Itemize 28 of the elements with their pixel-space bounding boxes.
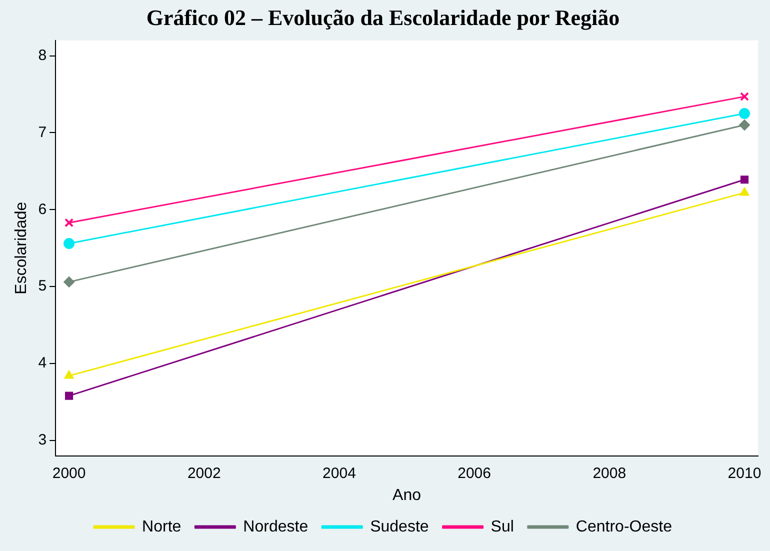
legend-label: Sul (490, 518, 514, 536)
point (65, 392, 74, 400)
x-tick-label: 2008 (592, 464, 626, 482)
point (740, 176, 749, 184)
x-tick-label: 2002 (187, 464, 221, 482)
y-tick-label: 4 (38, 354, 47, 372)
chart-title: Gráfico 02 – Evolução da Escolaridade por Região (146, 4, 620, 30)
legend-label: Sudeste (370, 518, 429, 536)
y-tick-label: 8 (38, 46, 47, 64)
point (64, 218, 74, 228)
y-axis-title: Escolaridade (13, 202, 30, 294)
y-tick-label: 7 (38, 124, 47, 141)
point (64, 238, 75, 249)
point (740, 92, 750, 102)
x-tick-label: 2000 (52, 464, 86, 482)
x-tick-label: 2006 (458, 464, 492, 482)
x-axis-title: Ano (392, 486, 422, 504)
legend-label: Norte (142, 518, 182, 536)
x-tick-label: 2004 (322, 464, 356, 482)
point (738, 120, 750, 131)
point (738, 108, 750, 119)
y-tick-label: 5 (38, 278, 47, 295)
x-tick-label: 2010 (728, 464, 762, 482)
y-tick-label: 3 (38, 432, 47, 449)
y-tick-label: 6 (38, 200, 47, 218)
legend-label: Centro-Oeste (576, 518, 672, 536)
legend-label: Nordeste (243, 518, 308, 536)
point (64, 276, 75, 288)
